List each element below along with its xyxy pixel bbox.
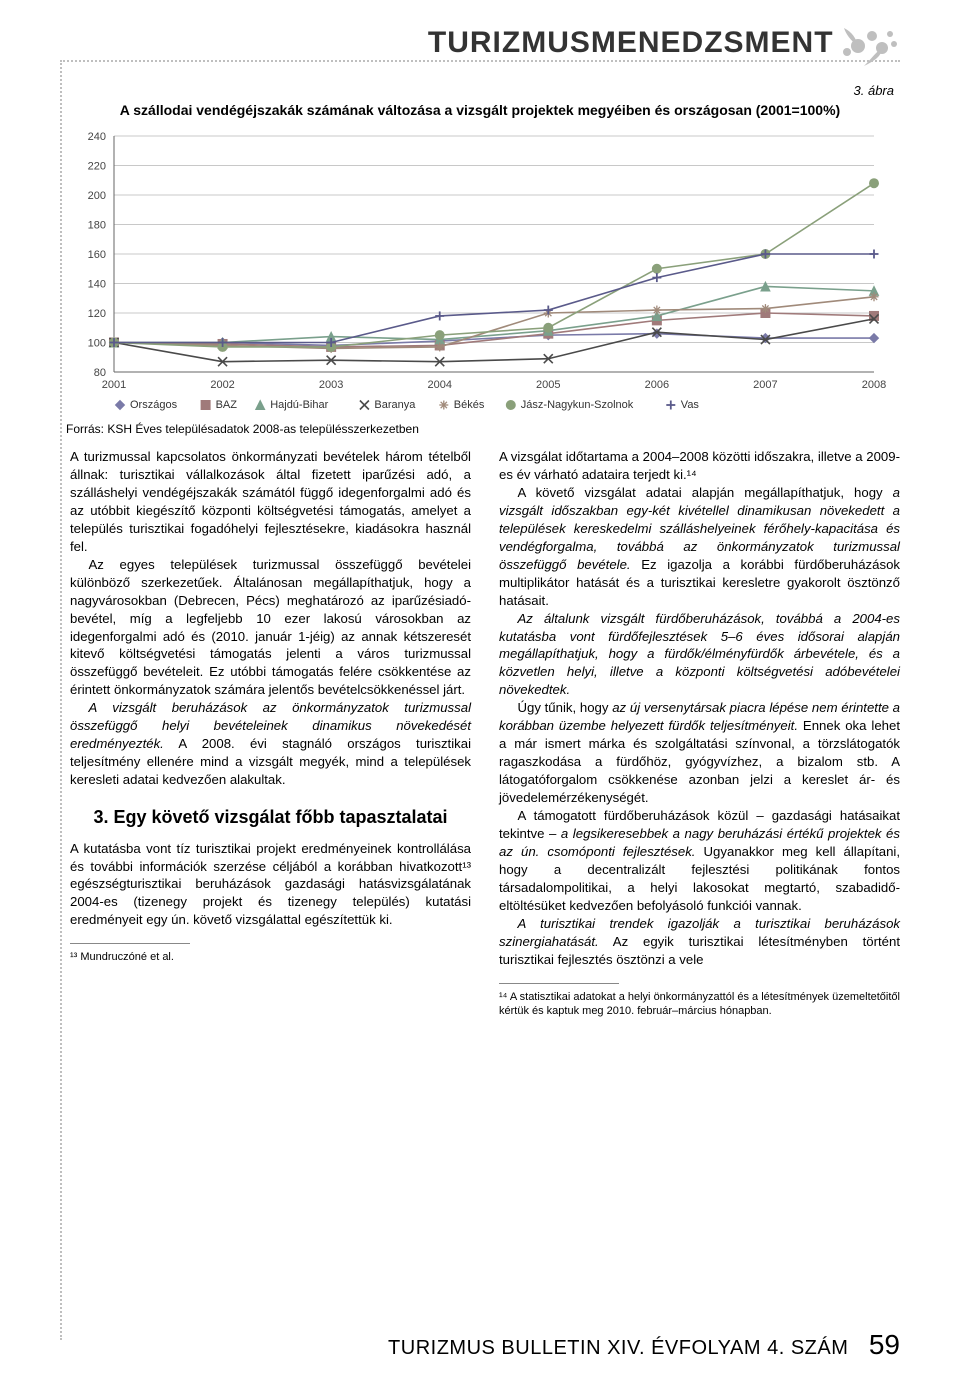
svg-text:100: 100: [88, 338, 106, 350]
section-heading: 3. Egy követő vizsgálat főbb tapasztalat…: [70, 805, 471, 829]
para: A turisztikai trendek igazolják a turisz…: [499, 915, 900, 969]
para: A követő vizsgálat adatai alapján megáll…: [499, 484, 900, 610]
svg-text:2008: 2008: [862, 379, 886, 391]
footnote-rule: [499, 983, 619, 984]
para: Az egyes települések turizmussal összefü…: [70, 556, 471, 700]
svg-text:Vas: Vas: [681, 399, 700, 411]
footnote: ¹³ Mundruczóné et al.: [70, 950, 471, 964]
svg-text:BAZ: BAZ: [216, 399, 238, 411]
svg-text:240: 240: [88, 131, 106, 143]
svg-text:140: 140: [88, 279, 106, 291]
para: A vizsgált beruházások az önkormányzatok…: [70, 699, 471, 789]
footnote-rule: [70, 943, 190, 944]
svg-text:2003: 2003: [319, 379, 343, 391]
svg-text:2005: 2005: [536, 379, 560, 391]
ornament-icon: [842, 22, 900, 73]
svg-text:Jász-Nagykun-Szolnok: Jász-Nagykun-Szolnok: [521, 399, 634, 411]
txt: A követő vizsgálat adatai alapján megáll…: [517, 485, 892, 500]
column-right: A vizsgálat időtartama a 2004–2008 közöt…: [499, 448, 900, 1018]
page-number: 59: [869, 1329, 900, 1361]
svg-text:Baranya: Baranya: [374, 399, 416, 411]
svg-text:180: 180: [88, 220, 106, 232]
column-left: A turizmussal kapcsolatos önkormányzati …: [70, 448, 471, 1018]
para: A támogatott fürdőberuházások közül – ga…: [499, 807, 900, 915]
txt: Úgy tűnik, hogy: [517, 700, 612, 715]
para: A vizsgálat időtartama a 2004–2008 közöt…: [499, 448, 900, 484]
line-chart: 80 100 120 140 160 180 200 220 240 2001 2002 2003 20…: [68, 126, 892, 418]
svg-text:Hajdú-Bihar: Hajdú-Bihar: [270, 399, 328, 411]
footer-bulletin: TURIZMUS BULLETIN XIV. ÉVFOLYAM 4. SZÁM: [388, 1337, 848, 1360]
para: Úgy tűnik, hogy az új versenytársak piac…: [499, 699, 900, 807]
para: Az általunk vizsgált fürdőberuházások, t…: [499, 610, 900, 700]
svg-text:2004: 2004: [427, 379, 451, 391]
figure-number: 3. ábra: [60, 83, 894, 98]
figure-title: A szállodai vendégéjszakák számának vált…: [60, 102, 900, 118]
svg-text:2006: 2006: [645, 379, 669, 391]
svg-text:220: 220: [88, 161, 106, 173]
figure-source: Forrás: KSH Éves településadatok 2008-as…: [66, 422, 900, 436]
svg-text:200: 200: [88, 190, 106, 202]
svg-text:2002: 2002: [210, 379, 234, 391]
em: Az általunk vizsgált fürdőberuházások, t…: [499, 611, 900, 698]
svg-text:2001: 2001: [102, 379, 126, 391]
footnote: ¹⁴ A statisztikai adatokat a helyi önkor…: [499, 990, 900, 1019]
page-section-title: TURIZMUSMENEDZSMENT: [428, 26, 834, 60]
svg-text:80: 80: [94, 367, 106, 379]
svg-text:Országos: Országos: [130, 399, 178, 411]
svg-text:120: 120: [88, 308, 106, 320]
para: A turizmussal kapcsolatos önkormányzati …: [70, 448, 471, 556]
para: A kutatásba vont tíz turisztikai projekt…: [70, 840, 471, 930]
rule-left: [60, 60, 62, 1340]
svg-text:160: 160: [88, 249, 106, 261]
svg-text:2007: 2007: [753, 379, 777, 391]
svg-text:Békés: Békés: [454, 399, 485, 411]
